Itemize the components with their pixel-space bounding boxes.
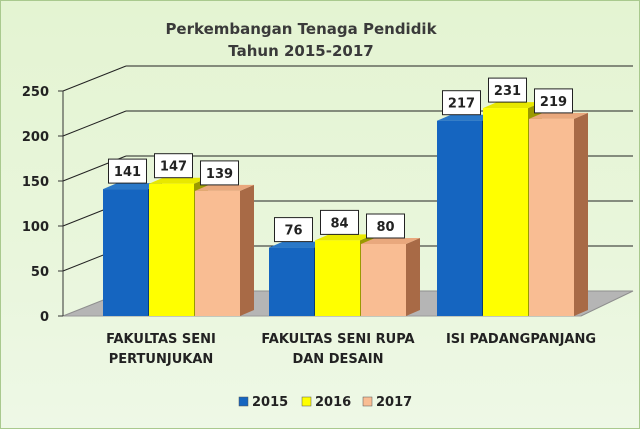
y-tick-label: 200 xyxy=(22,130,49,145)
bar-side xyxy=(240,184,254,316)
gridline-diagonal xyxy=(62,65,127,92)
bar xyxy=(315,240,360,316)
legend-label: 2015 xyxy=(252,395,288,410)
data-label-box xyxy=(534,88,573,114)
bar-side xyxy=(406,238,420,316)
x-axis-categories: FAKULTAS SENI PERTUNJUKAN FAKULTAS SENI RU… xyxy=(106,332,596,367)
data-label: 147 xyxy=(160,160,187,175)
data-label-box xyxy=(200,160,239,186)
chart-title: Perkembangan Tenaga Pendidik Tahun 2015-2… xyxy=(165,20,437,60)
bar-top xyxy=(195,184,254,191)
data-label-box xyxy=(108,158,147,184)
bar xyxy=(361,244,406,316)
y-tick-label: 100 xyxy=(22,220,49,235)
bars xyxy=(103,102,588,317)
data-label: 217 xyxy=(448,97,475,112)
data-label-box xyxy=(154,153,193,179)
legend-swatch xyxy=(301,396,312,407)
chart-title-line: Tahun 2015-2017 xyxy=(228,42,373,60)
legend-swatch xyxy=(362,396,373,407)
category-label: ISI PADANGPANJANG xyxy=(446,332,596,347)
legend-label: 2017 xyxy=(376,395,412,410)
bar-top xyxy=(315,234,374,241)
y-tick-label: 250 xyxy=(22,85,49,100)
category-label: PERTUNJUKAN xyxy=(109,352,214,367)
data-label: 219 xyxy=(540,95,567,110)
data-label-box xyxy=(442,90,481,116)
legend-swatch xyxy=(238,396,249,407)
bar-top xyxy=(269,241,328,248)
bar xyxy=(483,108,528,316)
y-tick-label: 0 xyxy=(40,310,49,325)
legend-label: 2016 xyxy=(315,395,351,410)
data-labels: 141 147 139 76 84 80 217 231 219 xyxy=(108,77,573,243)
bar xyxy=(103,189,148,316)
data-label: 76 xyxy=(284,224,302,239)
bar xyxy=(195,190,240,316)
y-tick-label: 50 xyxy=(31,265,49,280)
data-label-box xyxy=(320,209,359,235)
category-label: DAN DESAIN xyxy=(292,352,383,367)
data-label-box xyxy=(366,213,405,239)
data-label-box xyxy=(274,217,313,243)
legend: 2015 2016 2017 xyxy=(238,395,412,410)
bar-top xyxy=(529,112,588,119)
data-label: 139 xyxy=(206,167,233,182)
bar-top xyxy=(103,183,162,190)
gridline-diagonal xyxy=(62,110,127,137)
bar-side xyxy=(574,112,588,317)
bar xyxy=(437,120,482,316)
chart-title-line: Perkembangan Tenaga Pendidik xyxy=(165,20,437,38)
y-axis: 0 50 100 150 200 250 xyxy=(22,85,64,325)
data-label: 84 xyxy=(330,216,348,231)
bar-top xyxy=(437,114,496,121)
bar-top xyxy=(361,238,420,244)
data-label: 141 xyxy=(114,165,141,180)
bar xyxy=(529,118,574,317)
data-label: 231 xyxy=(494,84,521,99)
bar-top xyxy=(149,177,208,184)
category-label: FAKULTAS SENI xyxy=(106,332,216,347)
bar xyxy=(149,183,194,316)
category-label: FAKULTAS SENI RUPA xyxy=(261,332,414,347)
y-tick-label: 150 xyxy=(22,175,49,190)
bar-top xyxy=(483,102,542,109)
data-label: 80 xyxy=(376,220,394,235)
bar xyxy=(269,247,314,316)
data-label-box xyxy=(488,77,527,103)
